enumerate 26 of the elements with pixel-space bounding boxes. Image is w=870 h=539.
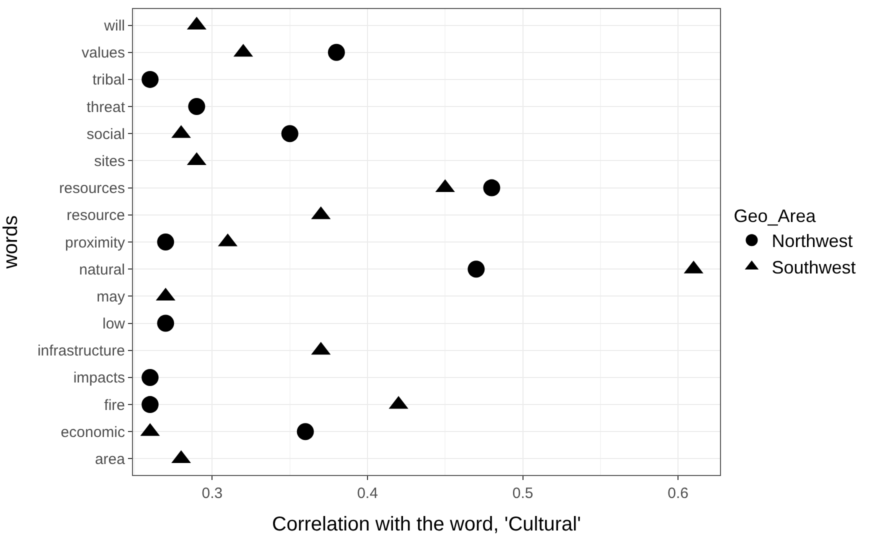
legend-label: Southwest: [772, 258, 856, 278]
y-tick-label: impacts: [73, 370, 125, 387]
x-tick-label: 0.6: [668, 485, 688, 502]
x-axis-title: Correlation with the word, 'Cultural': [272, 514, 581, 536]
y-tick-label: low: [102, 316, 126, 333]
y-tick-label: natural: [79, 261, 125, 278]
x-tick-label: 0.5: [512, 485, 534, 502]
y-tick-label: threat: [86, 98, 126, 116]
y-tick-label: may: [96, 288, 126, 306]
y-tick-label: values: [82, 44, 125, 62]
y-axis-title: words: [0, 215, 22, 270]
x-tick-label: 0.4: [357, 485, 378, 502]
y-tick-label: sites: [94, 152, 125, 170]
y-tick-label: economic: [60, 424, 126, 441]
legend-title: Geo_Area: [734, 206, 817, 226]
y-tick-label: infrastructure: [37, 342, 125, 360]
y-tick-label: proximity: [64, 234, 126, 252]
y-tick-label: area: [94, 450, 126, 468]
y-tick-label: resource: [66, 207, 125, 224]
y-tick-label: social: [86, 126, 125, 143]
y-tick-label: fire: [104, 396, 125, 414]
y-tick-label: tribal: [92, 72, 125, 89]
y-tick-label: will: [103, 18, 125, 35]
y-tick-label: resources: [59, 180, 125, 198]
legend-label: Northwest: [772, 231, 853, 252]
x-tick-label: 0.3: [202, 485, 223, 502]
